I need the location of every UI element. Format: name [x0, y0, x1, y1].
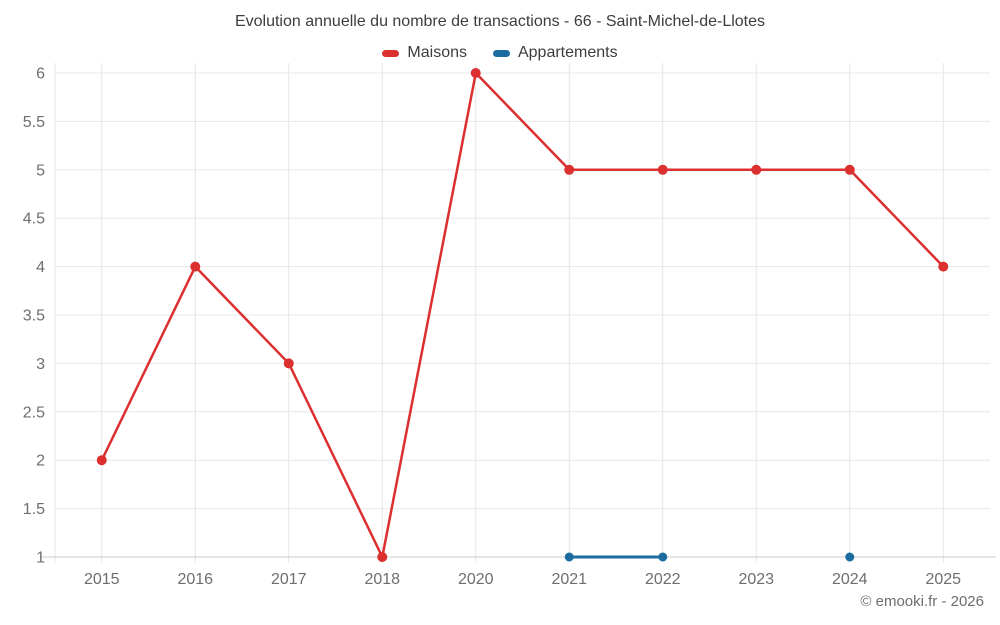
maisons-line[interactable] — [100, 71, 945, 559]
y-axis-label: 6 — [36, 66, 45, 83]
appartements-point-2021[interactable] — [564, 552, 574, 562]
appartements-point-2024[interactable] — [845, 552, 855, 562]
appartements-point-2022[interactable] — [658, 552, 668, 562]
y-axis-label: 5 — [36, 162, 45, 179]
chart-title: Evolution annuelle du nombre de transact… — [234, 13, 766, 30]
x-axis-label: 2021 — [551, 571, 587, 588]
maisons-point-2017[interactable] — [283, 358, 294, 369]
y-axis-label: 4 — [36, 259, 45, 276]
legend: Maisons Appartements — [0, 44, 1000, 62]
maisons-swatch-icon — [382, 49, 400, 57]
y-axis-label: 2.5 — [23, 404, 45, 421]
x-axis-label: 2018 — [364, 571, 400, 588]
x-axis-label: 2017 — [271, 571, 307, 588]
y-axis-label: 2 — [36, 453, 45, 470]
y-axis-label: 3.5 — [23, 308, 45, 325]
maisons-point-2025[interactable] — [938, 261, 949, 272]
maisons-point-2016[interactable] — [190, 261, 201, 272]
appartements-swatch-icon — [492, 49, 510, 57]
y-axis-label: 1.5 — [23, 501, 45, 518]
credits[interactable]: © emooki.fr - 2026 — [860, 593, 984, 610]
x-axis-label: 2023 — [738, 571, 774, 588]
maisons-point-2015[interactable] — [96, 455, 107, 466]
y-axis-label: 3 — [36, 356, 45, 373]
maisons-point-2021[interactable] — [564, 164, 575, 175]
y-axis-label: 5.5 — [23, 114, 45, 131]
x-axis-label: 2024 — [832, 571, 868, 588]
legend-label-appartements: Appartements — [517, 44, 618, 61]
maisons-point-2024[interactable] — [844, 164, 855, 175]
maisons-point-2022[interactable] — [657, 164, 668, 175]
legend-item-maisons[interactable]: Maisons — [382, 44, 467, 62]
x-axis-label: 2025 — [925, 571, 961, 588]
legend-label-maisons: Maisons — [407, 44, 467, 61]
x-axis-label: 2020 — [458, 571, 494, 588]
x-axis-label: 2015 — [84, 571, 120, 588]
x-axis-label: 2022 — [645, 571, 681, 588]
y-axis-label: 4.5 — [23, 211, 45, 228]
x-axis-label: 2016 — [177, 571, 213, 588]
y-axis-label: 1 — [36, 550, 45, 567]
legend-item-appartements[interactable]: Appartements — [492, 44, 618, 62]
maisons-point-2020[interactable] — [470, 68, 481, 78]
maisons-point-2023[interactable] — [751, 164, 762, 175]
maisons-point-2018[interactable] — [377, 552, 388, 562]
